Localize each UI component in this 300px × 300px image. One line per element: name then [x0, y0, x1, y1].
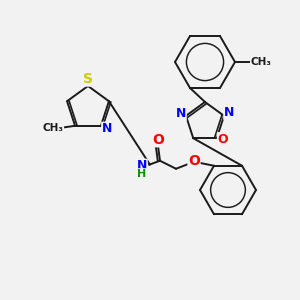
- Text: N: N: [176, 107, 186, 120]
- Text: O: O: [152, 133, 164, 147]
- Text: O: O: [188, 154, 200, 168]
- Text: N: N: [102, 122, 112, 135]
- Text: N: N: [224, 106, 234, 119]
- Text: CH₃: CH₃: [250, 57, 272, 67]
- Text: H: H: [137, 169, 147, 179]
- Text: O: O: [218, 133, 228, 146]
- Text: S: S: [83, 72, 93, 86]
- Text: CH₃: CH₃: [43, 123, 64, 133]
- Text: N: N: [137, 159, 147, 172]
